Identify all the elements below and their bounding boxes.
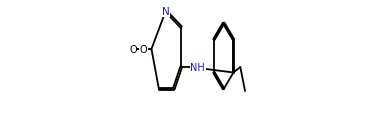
- Text: NH: NH: [190, 62, 205, 72]
- Text: O: O: [130, 45, 137, 54]
- Text: O: O: [140, 45, 147, 54]
- Text: N: N: [162, 7, 170, 17]
